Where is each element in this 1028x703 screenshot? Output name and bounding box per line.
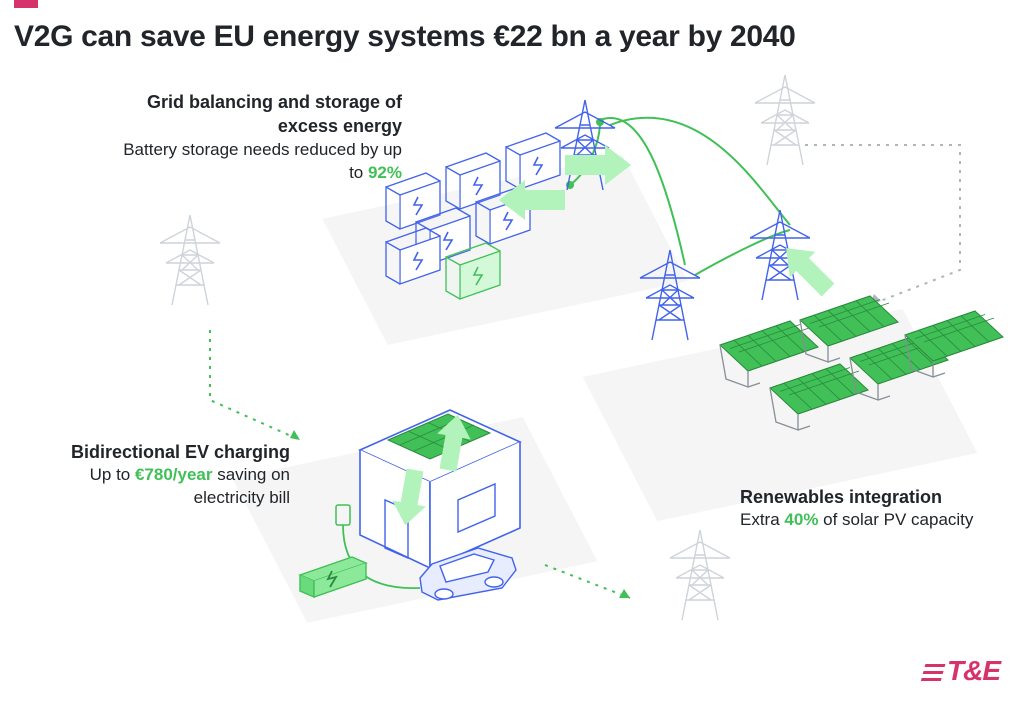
- caption-solar: Renewables integration Extra 40% of sola…: [740, 485, 990, 532]
- caption-solar-title: Renewables integration: [740, 485, 990, 509]
- caption-storage: Grid balancing and storage of excess ene…: [112, 90, 402, 184]
- caption-solar-sub: Extra 40% of solar PV capacity: [740, 509, 990, 532]
- logo: T&E: [923, 655, 1000, 687]
- caption-house: Bidirectional EV charging Up to €780/yea…: [30, 440, 290, 510]
- caption-house-sub: Up to €780/year saving on electricity bi…: [30, 464, 290, 510]
- caption-house-title: Bidirectional EV charging: [30, 440, 290, 464]
- page-title: V2G can save EU energy systems €22 bn a …: [14, 20, 796, 54]
- caption-storage-title: Grid balancing and storage of excess ene…: [112, 90, 402, 139]
- caption-storage-sub: Battery storage needs reduced by up to 9…: [112, 139, 402, 185]
- accent-bar: [14, 0, 38, 8]
